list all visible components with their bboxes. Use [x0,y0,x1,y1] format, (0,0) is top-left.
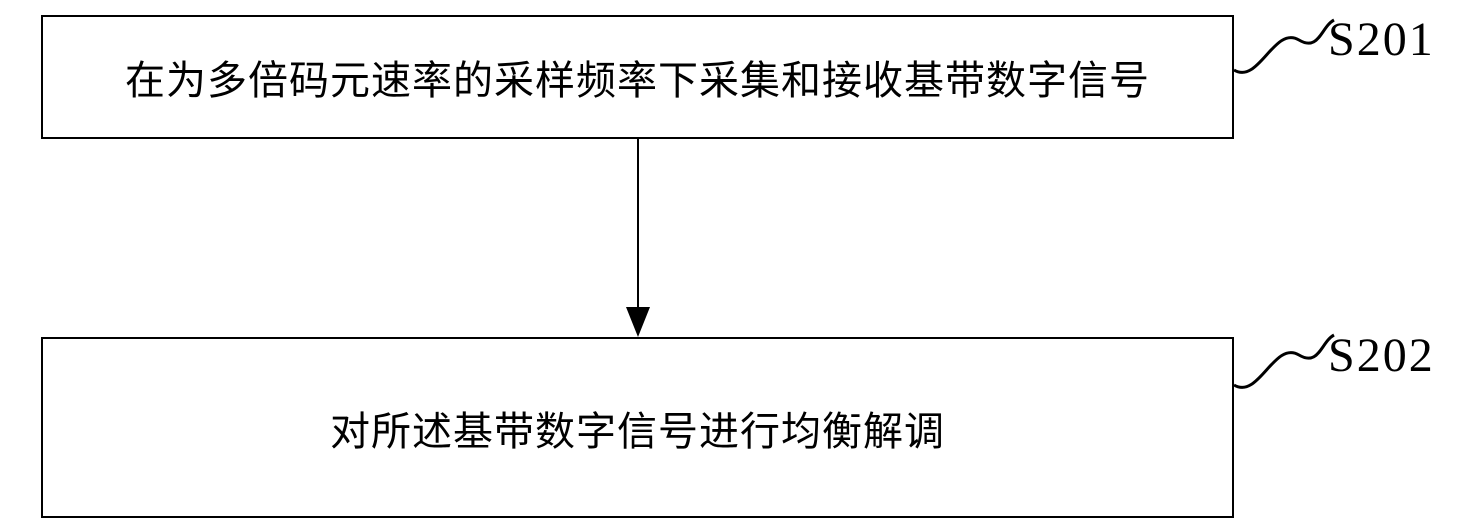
leader-curve-1 [1229,15,1339,85]
diagram-canvas: 在为多倍码元速率的采样频率下采集和接收基带数字信号 对所述基带数字信号进行均衡解… [0,0,1474,530]
step-label-1: S201 [1328,12,1435,67]
step-box-1-text: 在为多倍码元速率的采样频率下采集和接收基带数字信号 [125,48,1150,106]
step-box-1: 在为多倍码元速率的采样频率下采集和接收基带数字信号 [41,15,1234,139]
leader-curve-2 [1229,330,1339,400]
arrow-down-icon [626,307,650,337]
step-label-2: S202 [1328,328,1435,383]
connector-line [637,139,639,322]
step-box-2-text: 对所述基带数字信号进行均衡解调 [330,399,945,457]
step-box-2: 对所述基带数字信号进行均衡解调 [41,337,1234,518]
